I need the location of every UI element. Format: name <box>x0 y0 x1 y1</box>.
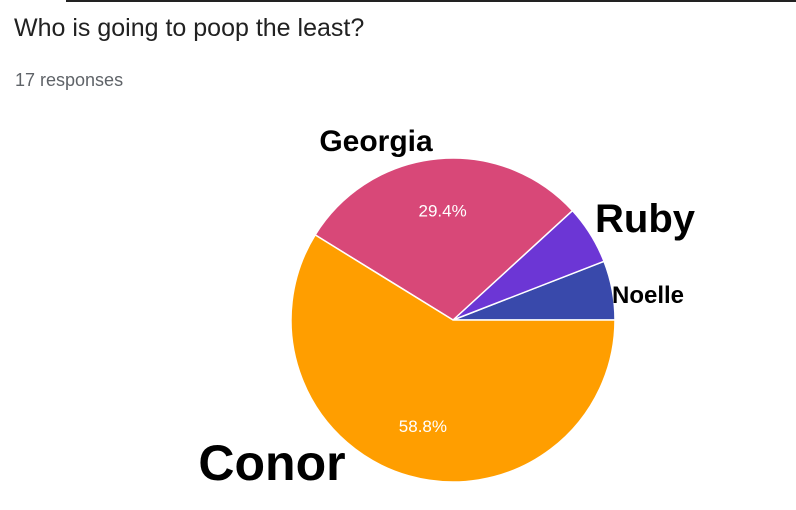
slice-name-georgia: Georgia <box>319 125 433 158</box>
top-divider <box>66 0 796 2</box>
question-title: Who is going to poop the least? <box>14 14 365 42</box>
responses-count: 17 responses <box>15 70 124 90</box>
slice-name-conor: Conor <box>198 435 345 491</box>
slice-name-noelle: Noelle <box>612 282 684 309</box>
percent-label-georgia: 29.4% <box>418 201 466 220</box>
pie-slice-georgia <box>314 157 574 321</box>
slice-name-ruby: Ruby <box>595 197 696 241</box>
percent-label-conor: 58.8% <box>399 417 447 436</box>
pie-slice-conor <box>290 233 616 483</box>
